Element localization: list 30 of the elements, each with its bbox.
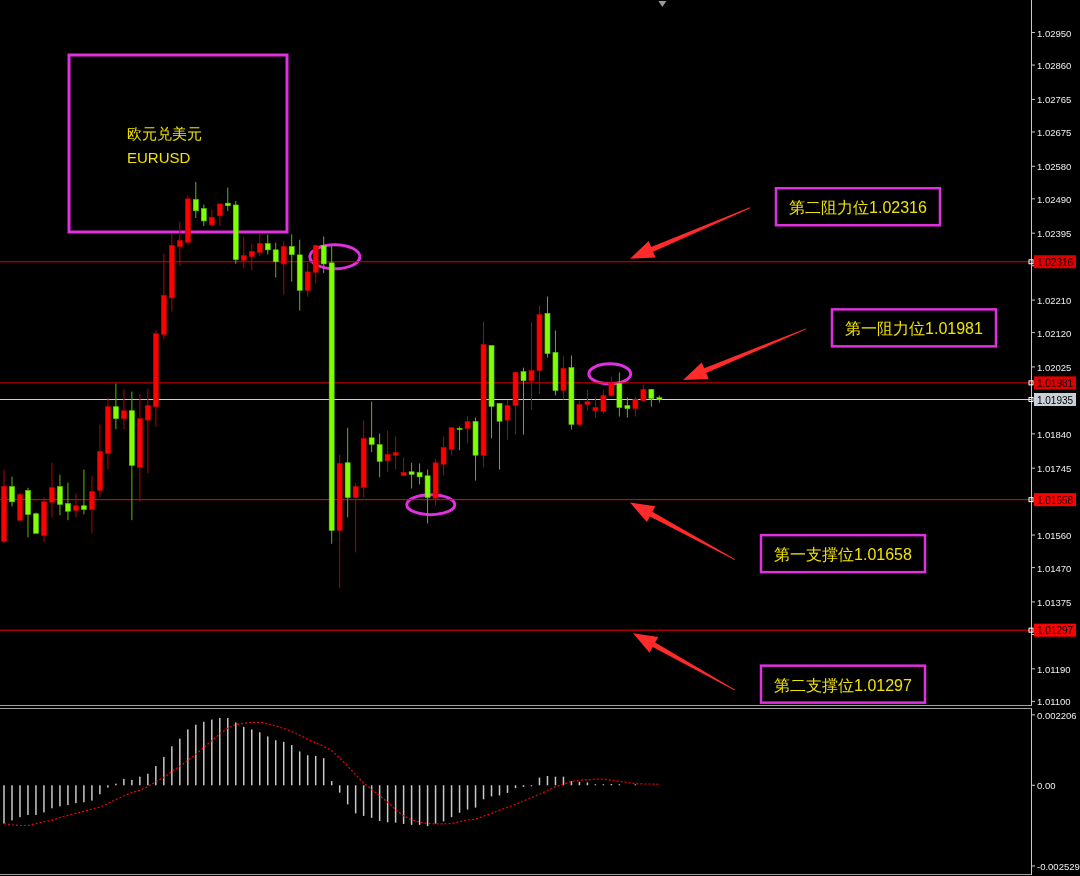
y-tick-label: 1.01190 [1037, 663, 1071, 675]
y-tick-label: 1.01840 [1037, 428, 1072, 440]
ref-line-label: 1.01981 [1034, 376, 1076, 390]
annotation: 第一支撑位1.01658 [774, 546, 913, 564]
y-tick-label: 1.01560 [1037, 530, 1072, 542]
y-tick-label: 1.02580 [1037, 161, 1072, 173]
y-tick-label: 1.02765 [1037, 94, 1072, 106]
y-tick-label: 1.02490 [1037, 193, 1072, 205]
text: 欧元兑美元 [127, 125, 202, 142]
y-tick-label: 1.02675 [1037, 126, 1072, 138]
y-tick-label: 1.01100 [1037, 696, 1071, 708]
y-tick-label: -0.002529 [1037, 860, 1080, 872]
ref-line-label: 1.02316 [1034, 255, 1076, 269]
y-tick-label: 1.01375 [1037, 596, 1072, 608]
y-tick-label: 1.01745 [1037, 463, 1072, 475]
annotation: 第一阻力位1.01981 [845, 320, 984, 338]
y-tick-label: 1.02025 [1037, 361, 1072, 373]
y-tick-label: 0.00 [1037, 780, 1056, 792]
y-tick-label: 1.01470 [1037, 562, 1072, 574]
ref-line-label: 1.01935 [1034, 393, 1076, 406]
y-tick-label: 1.02950 [1037, 27, 1072, 39]
y-tick-label: 1.02860 [1037, 60, 1072, 72]
text: EURUSD [127, 149, 191, 166]
y-tick-label: 1.02120 [1037, 327, 1072, 339]
y-tick-label: 0.002206 [1037, 709, 1077, 721]
annotation: 第二阻力位1.02316 [789, 199, 928, 217]
annotation: 第二支撑位1.01297 [774, 676, 913, 694]
ref-line-label: 1.01658 [1034, 493, 1076, 507]
y-tick-label: 1.02210 [1037, 295, 1072, 307]
y-tick-label: 1.02395 [1037, 228, 1072, 240]
